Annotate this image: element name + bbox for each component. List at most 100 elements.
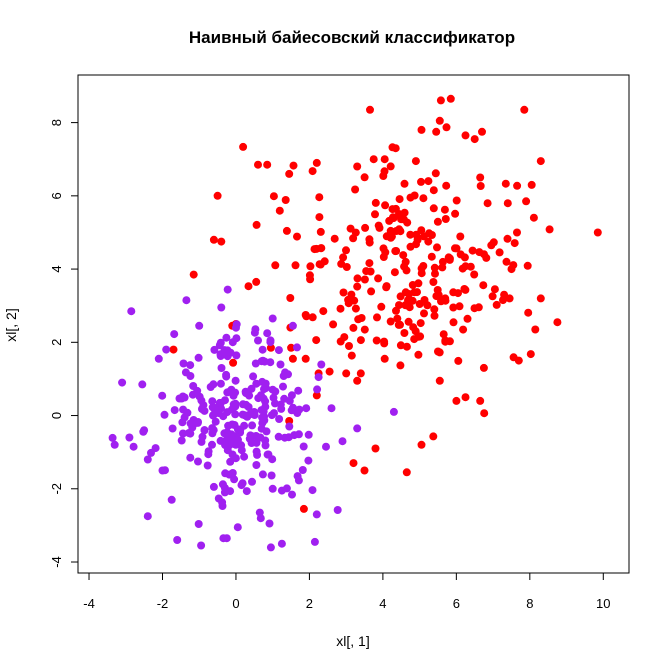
- point-class-red: [269, 192, 278, 201]
- point-class-red: [441, 215, 450, 223]
- point-class-purple: [179, 405, 188, 414]
- point-class-red: [424, 237, 433, 246]
- point-class-red: [342, 369, 351, 378]
- point-class-red: [316, 260, 325, 269]
- point-class-red: [501, 179, 510, 188]
- point-class-red: [393, 314, 402, 323]
- point-class-red: [379, 244, 388, 253]
- point-class-red: [308, 167, 317, 176]
- point-class-red: [405, 290, 413, 298]
- point-class-red: [345, 342, 353, 350]
- x-tick-label: 2: [306, 596, 313, 611]
- point-class-purple: [274, 432, 283, 441]
- point-class-purple: [261, 441, 270, 450]
- point-class-purple: [263, 450, 272, 459]
- point-class-purple: [256, 514, 265, 523]
- point-class-red: [412, 230, 421, 239]
- point-class-red: [347, 290, 356, 299]
- point-class-red: [545, 225, 554, 234]
- point-class-red: [388, 143, 397, 152]
- point-class-purple: [288, 490, 296, 499]
- point-class-purple: [259, 407, 268, 416]
- point-class-red: [435, 348, 444, 357]
- point-class-red: [454, 356, 463, 365]
- point-class-purple: [280, 433, 289, 442]
- point-class-red: [433, 217, 442, 226]
- point-class-red: [189, 270, 198, 279]
- point-class-red: [217, 237, 226, 246]
- point-class-purple: [299, 442, 308, 451]
- point-class-red: [340, 333, 349, 342]
- point-class-red: [396, 341, 405, 350]
- point-class-red: [357, 314, 366, 322]
- point-class-red: [488, 292, 497, 301]
- point-class-red: [381, 201, 390, 210]
- point-class-red: [405, 303, 414, 312]
- point-class-red: [449, 318, 458, 327]
- point-class-red: [353, 274, 362, 283]
- point-class-red: [356, 336, 365, 345]
- point-class-red: [452, 396, 461, 405]
- point-class-red: [286, 294, 295, 302]
- point-class-red: [399, 251, 408, 260]
- point-class-red: [470, 270, 479, 279]
- point-class-red: [382, 282, 391, 291]
- point-class-purple: [250, 328, 259, 337]
- point-class-purple: [222, 333, 231, 342]
- point-class-red: [396, 320, 404, 329]
- point-class-purple: [250, 411, 259, 419]
- point-class-purple: [231, 388, 240, 397]
- x-tick-label: 4: [379, 596, 386, 611]
- point-class-purple: [266, 338, 275, 347]
- point-class-red: [390, 268, 399, 277]
- point-class-purple: [232, 351, 241, 360]
- point-class-red: [367, 287, 376, 296]
- point-class-purple: [293, 343, 301, 352]
- point-class-red: [360, 466, 369, 475]
- point-class-purple: [252, 379, 261, 388]
- point-class-red: [213, 191, 222, 200]
- point-class-red: [416, 319, 425, 328]
- point-class-red: [252, 277, 261, 286]
- point-class-purple: [208, 397, 217, 406]
- point-class-red: [319, 307, 328, 316]
- point-class-red: [229, 358, 238, 367]
- x-tick-label: 10: [596, 596, 610, 611]
- point-class-purple: [298, 466, 307, 474]
- point-class-red: [386, 162, 395, 171]
- point-class-purple: [177, 436, 186, 445]
- point-class-purple: [170, 330, 179, 339]
- point-class-red: [409, 323, 418, 332]
- point-class-red: [329, 320, 338, 329]
- point-class-red: [417, 125, 426, 134]
- point-class-purple: [261, 397, 270, 406]
- point-class-purple: [224, 421, 233, 430]
- point-class-red: [466, 262, 475, 271]
- point-class-red: [371, 444, 380, 453]
- point-class-red: [411, 157, 420, 166]
- point-class-purple: [108, 433, 117, 442]
- point-class-red: [299, 504, 308, 513]
- point-class-red: [325, 367, 334, 376]
- point-class-red: [396, 227, 405, 236]
- y-axis: -4 -2 0 2 4 6 8: [49, 119, 79, 568]
- point-class-red: [415, 300, 424, 308]
- point-class-purple: [229, 400, 238, 409]
- y-tick-label: 0: [49, 412, 64, 419]
- point-class-red: [479, 281, 488, 290]
- point-class-red: [365, 259, 374, 268]
- point-class-purple: [214, 494, 223, 503]
- x-tick-label: 0: [232, 596, 239, 611]
- point-class-red: [353, 162, 362, 171]
- point-class-red: [430, 263, 439, 272]
- point-class-red: [509, 261, 518, 270]
- point-class-red: [520, 105, 529, 114]
- point-class-red: [439, 330, 448, 339]
- point-class-red: [470, 135, 479, 144]
- point-class-red: [536, 157, 545, 166]
- point-class-purple: [216, 399, 225, 408]
- point-class-purple: [139, 427, 148, 436]
- point-class-purple: [240, 452, 249, 461]
- point-class-red: [356, 369, 365, 378]
- point-class-purple: [220, 429, 229, 438]
